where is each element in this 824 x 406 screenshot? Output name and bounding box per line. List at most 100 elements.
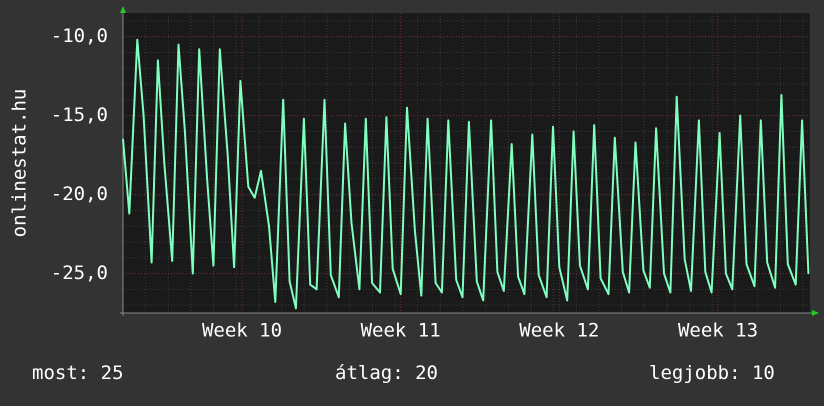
current-value-stat: most: 25 bbox=[32, 362, 124, 384]
data-point bbox=[192, 272, 194, 275]
data-point bbox=[447, 119, 450, 122]
x-tick-label: Week 12 bbox=[519, 320, 599, 342]
data-point bbox=[739, 114, 741, 117]
data-point bbox=[157, 59, 159, 62]
data-point bbox=[503, 290, 505, 292]
data-point bbox=[628, 291, 630, 294]
series-line bbox=[122, 38, 810, 310]
data-point bbox=[675, 95, 678, 98]
data-point bbox=[669, 291, 672, 294]
data-point bbox=[455, 279, 458, 281]
data-point bbox=[184, 130, 186, 133]
y-tick-label: -15,0 bbox=[51, 104, 108, 126]
data-point bbox=[288, 280, 291, 283]
data-point bbox=[587, 288, 589, 291]
data-point bbox=[801, 119, 803, 122]
data-point bbox=[177, 43, 180, 46]
data-point bbox=[350, 222, 353, 224]
data-point bbox=[391, 268, 394, 270]
y-tick-label: -25,0 bbox=[51, 262, 108, 284]
data-point bbox=[295, 307, 297, 310]
data-point bbox=[718, 132, 721, 134]
data-point bbox=[517, 275, 519, 278]
data-point bbox=[579, 264, 581, 267]
data-point bbox=[198, 48, 200, 51]
data-point bbox=[634, 141, 637, 144]
data-point bbox=[253, 196, 256, 199]
data-point bbox=[710, 291, 713, 294]
data-point bbox=[607, 293, 610, 295]
data-point bbox=[150, 261, 153, 264]
x-tick-label: Week 10 bbox=[202, 320, 282, 342]
data-point bbox=[206, 178, 208, 180]
data-point bbox=[239, 80, 242, 82]
data-point bbox=[365, 118, 367, 120]
data-point bbox=[537, 274, 540, 276]
y-tick-label: -10,0 bbox=[51, 25, 108, 47]
data-point bbox=[780, 94, 783, 96]
y-axis-label: onlinestat.hu bbox=[9, 89, 31, 238]
data-point bbox=[420, 294, 423, 297]
data-point bbox=[698, 119, 700, 122]
data-point bbox=[490, 119, 492, 122]
x-tick-label: Week 11 bbox=[361, 320, 441, 342]
data-point bbox=[760, 119, 762, 122]
data-point bbox=[622, 271, 624, 273]
data-point bbox=[344, 122, 346, 125]
data-point bbox=[753, 285, 756, 288]
data-point bbox=[745, 263, 748, 265]
data-point bbox=[558, 266, 561, 269]
data-point bbox=[399, 293, 402, 295]
data-point bbox=[510, 143, 513, 145]
data-point bbox=[303, 118, 305, 120]
data-point bbox=[338, 296, 340, 299]
data-point bbox=[642, 269, 645, 272]
data-point bbox=[330, 274, 332, 276]
data-point bbox=[142, 114, 145, 117]
data-point bbox=[434, 282, 437, 284]
data-point bbox=[212, 264, 215, 267]
x-axis-arrow bbox=[812, 310, 819, 316]
data-point bbox=[219, 48, 221, 51]
data-point bbox=[247, 185, 250, 188]
average-value-stat: átlag: 20 bbox=[335, 362, 438, 384]
data-point bbox=[599, 277, 602, 280]
best-value-stat: legjobb: 10 bbox=[649, 362, 775, 384]
data-point bbox=[572, 130, 575, 133]
data-point bbox=[268, 225, 270, 227]
data-point bbox=[171, 260, 173, 262]
data-point bbox=[725, 272, 727, 275]
data-point bbox=[482, 299, 485, 302]
data-point bbox=[226, 154, 229, 156]
data-point bbox=[655, 127, 657, 130]
data-point bbox=[663, 272, 665, 275]
data-point bbox=[531, 133, 534, 136]
data-point bbox=[649, 286, 651, 289]
data-point bbox=[787, 263, 789, 265]
data-point bbox=[545, 296, 548, 299]
tick-labels: -10,0 -15,0 -20,0 -25,0 Week 10 Week 11 Week 1… bbox=[51, 25, 758, 341]
axes bbox=[120, 6, 819, 316]
data-point bbox=[476, 280, 478, 283]
data-point bbox=[774, 286, 776, 289]
data-point bbox=[379, 291, 381, 294]
data-point bbox=[441, 291, 443, 294]
data-point bbox=[163, 162, 166, 164]
data-point bbox=[690, 290, 692, 292]
data-point bbox=[461, 296, 464, 299]
y-axis-arrow bbox=[120, 6, 126, 13]
data-point bbox=[496, 271, 499, 273]
data-point bbox=[794, 283, 797, 286]
data-point bbox=[807, 272, 810, 275]
data-point bbox=[523, 293, 526, 295]
y-tick-label: -20,0 bbox=[51, 183, 108, 205]
data-point bbox=[385, 116, 388, 118]
data-point bbox=[323, 99, 326, 101]
data-point bbox=[282, 99, 285, 101]
data-point bbox=[358, 288, 361, 291]
series-layer bbox=[122, 38, 810, 310]
data-point bbox=[315, 288, 318, 291]
data-point bbox=[122, 138, 124, 141]
